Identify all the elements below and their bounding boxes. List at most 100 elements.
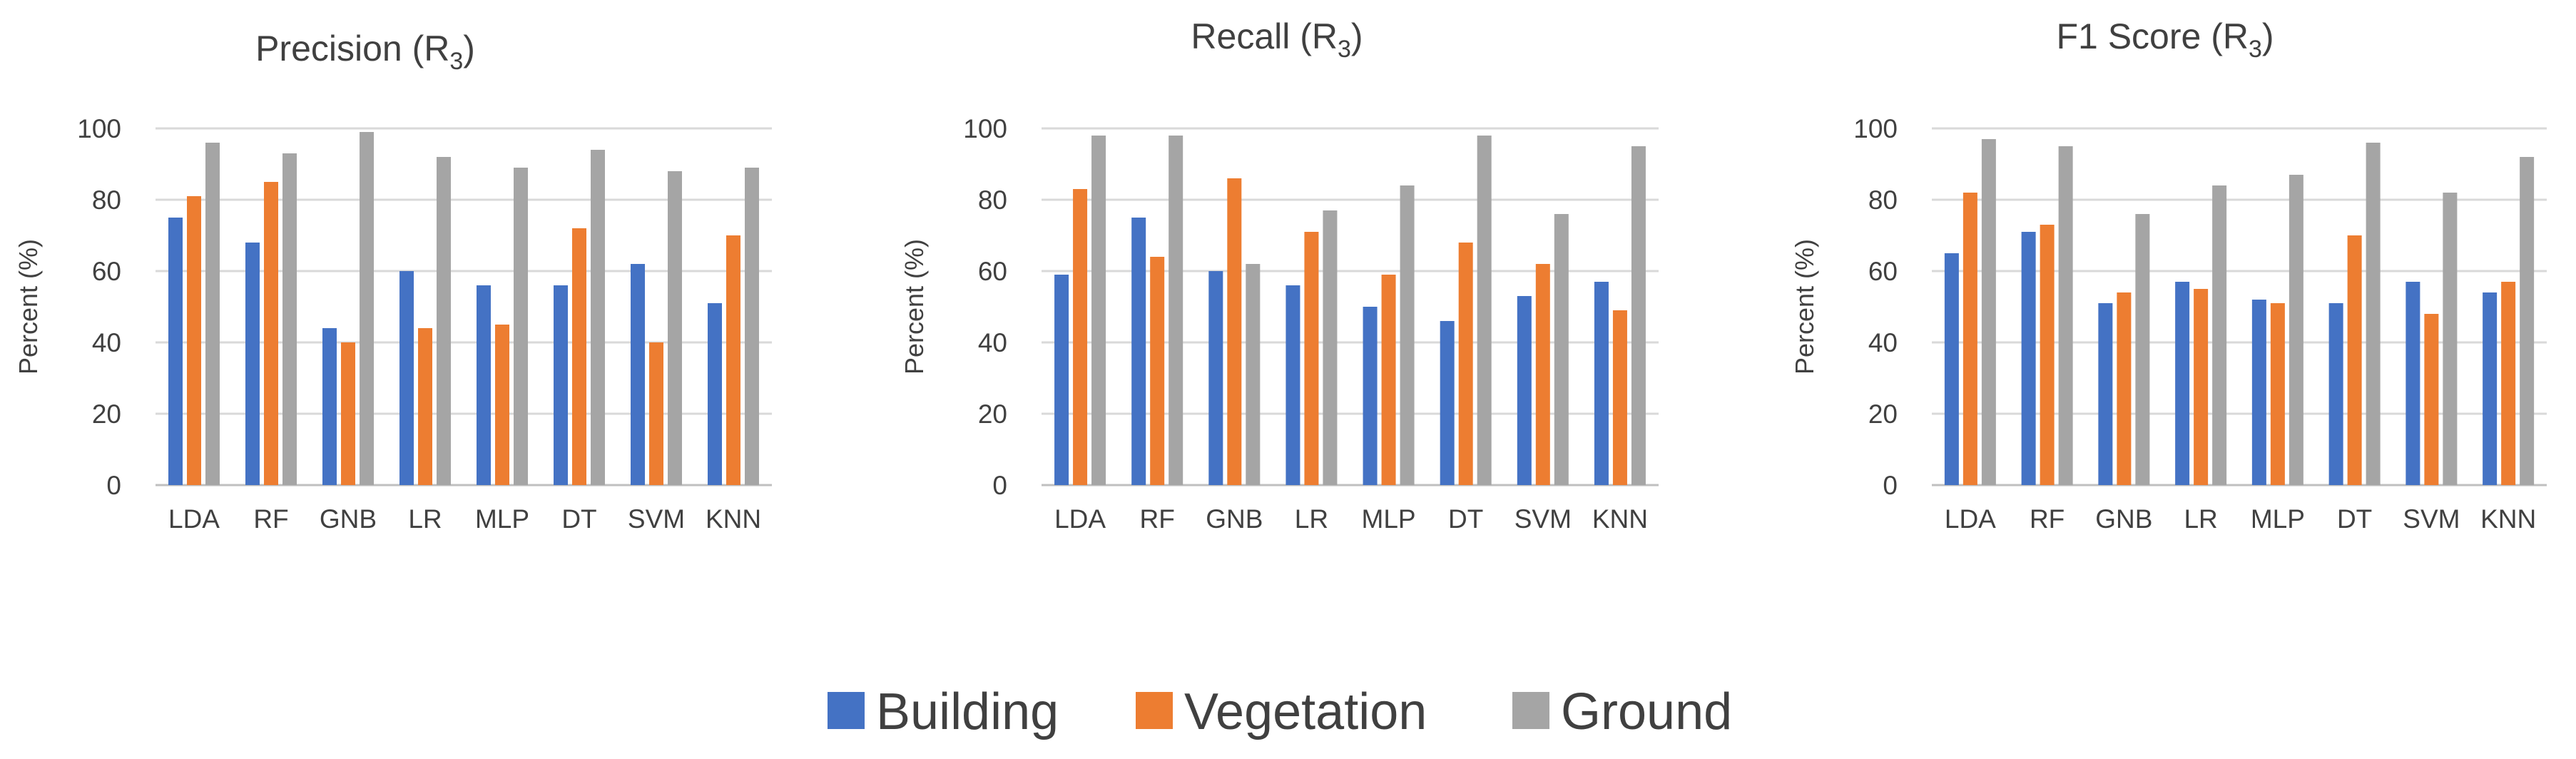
recall-bar-mlp-building	[1363, 307, 1378, 485]
f1-score-bar-svm-building	[2406, 282, 2420, 485]
f1-score-bar-dt-ground	[2366, 143, 2381, 485]
f1-score-bar-svm-ground	[2443, 193, 2458, 485]
f1-score-y-tick-label: 0	[1883, 471, 1898, 500]
f1-score-bar-rf-ground	[2058, 146, 2073, 485]
precision-bar-svm-ground	[668, 171, 682, 485]
recall-bar-gnb-vegetation	[1227, 178, 1242, 485]
precision-bar-knn-ground	[745, 168, 759, 485]
f1-score-bar-dt-building	[2328, 303, 2343, 485]
recall-bar-gnb-ground	[1246, 264, 1261, 485]
recall-x-tick-label: LDA	[1054, 504, 1106, 534]
precision-x-tick-label: LR	[408, 504, 442, 534]
f1-score-x-tick-label: RF	[2030, 504, 2065, 534]
precision-title: Precision (R3)	[255, 29, 475, 75]
precision-bar-rf-vegetation	[264, 182, 278, 485]
precision-bar-gnb-building	[322, 328, 337, 485]
precision-chart: Precision (R3) Percent (%) 0 20 40 60 80 100 LDA…	[14, 29, 772, 534]
f1-score-bar-lda-ground	[1981, 139, 1996, 485]
recall-bar-knn-ground	[1631, 146, 1646, 485]
f1-score-bar-lr-vegetation	[2194, 289, 2209, 485]
recall-bar-svm-building	[1517, 296, 1532, 485]
recall-x-tick-label: GNB	[1206, 504, 1263, 534]
precision-bar-knn-building	[708, 303, 722, 485]
precision-bar-lr-vegetation	[418, 328, 432, 485]
f1-score-y-tick-label: 100	[1853, 114, 1898, 143]
precision-x-tick-label: LDA	[168, 504, 220, 534]
legend-label-building: Building	[876, 683, 1059, 740]
f1-score-x-tick-label: MLP	[2251, 504, 2305, 534]
recall-bar-lr-vegetation	[1304, 232, 1319, 485]
recall-x-tick-label: RF	[1140, 504, 1175, 534]
precision-bar-svm-building	[631, 264, 645, 485]
recall-bar-dt-vegetation	[1458, 243, 1473, 485]
precision-x-tick-label: DT	[561, 504, 596, 534]
f1-score-bar-lda-building	[1944, 253, 1959, 485]
f1-score-x-tick-label: DT	[2337, 504, 2372, 534]
recall-bar-mlp-ground	[1400, 185, 1415, 485]
precision-y-tick-label: 60	[92, 257, 121, 286]
precision-y-tick-label: 40	[92, 328, 121, 357]
recall-bar-mlp-vegetation	[1381, 275, 1396, 485]
precision-bar-gnb-vegetation	[341, 342, 355, 485]
precision-y-tick-label: 100	[77, 114, 121, 143]
precision-bar-lda-vegetation	[187, 196, 201, 485]
f1-score-y-tick-label: 20	[1868, 399, 1898, 429]
recall-bar-rf-ground	[1169, 136, 1183, 485]
precision-y-axis-label: Percent (%)	[14, 239, 43, 375]
f1-score-y-axis-label: Percent (%)	[1790, 239, 1819, 375]
f1-score-y-tick-label: 40	[1868, 328, 1898, 357]
precision-bar-rf-building	[245, 243, 260, 485]
precision-bar-dt-building	[554, 285, 568, 485]
f1-score-bar-lr-building	[2175, 282, 2190, 485]
legend: Building Vegetation Ground	[828, 683, 1732, 740]
recall-y-tick-label: 0	[992, 471, 1007, 500]
f1-score-bar-rf-building	[2021, 232, 2036, 485]
f1-score-bar-knn-ground	[2520, 157, 2535, 485]
precision-bar-knn-vegetation	[726, 235, 740, 485]
recall-bar-knn-building	[1594, 282, 1609, 485]
f1-score-x-tick-label: GNB	[2095, 504, 2152, 534]
recall-y-tick-label: 20	[978, 399, 1007, 429]
recall-bar-dt-building	[1440, 321, 1455, 485]
legend-swatch-building	[828, 692, 865, 729]
precision-bar-mlp-vegetation	[495, 325, 509, 485]
recall-bar-knn-vegetation	[1612, 310, 1627, 485]
f1-score-chart: F1 Score (R3) Percent (%) 0 20 40 60 80 100 LDA R…	[1790, 16, 2547, 534]
recall-bar-svm-ground	[1554, 214, 1569, 485]
recall-bar-lr-building	[1286, 285, 1300, 485]
f1-score-bar-dt-vegetation	[2347, 235, 2362, 485]
recall-bar-gnb-building	[1208, 271, 1223, 485]
recall-bar-rf-vegetation	[1150, 257, 1165, 485]
precision-x-tick-label: GNB	[320, 504, 377, 534]
recall-chart: Recall (R3) Percent (%) 0 20 40 60 80 100 LDA RF G…	[900, 16, 1659, 534]
precision-bar-mlp-building	[477, 285, 491, 485]
precision-bar-mlp-ground	[514, 168, 528, 485]
f1-score-y-tick-label: 60	[1868, 257, 1898, 286]
recall-bar-rf-building	[1131, 218, 1146, 485]
precision-bar-rf-ground	[282, 153, 297, 485]
f1-score-bar-knn-building	[2483, 292, 2498, 485]
recall-bar-dt-ground	[1477, 136, 1492, 485]
legend-swatch-vegetation	[1136, 692, 1173, 729]
f1-score-bar-knn-vegetation	[2501, 282, 2516, 485]
recall-x-tick-label: DT	[1448, 504, 1483, 534]
precision-x-tick-label: RF	[253, 504, 288, 534]
recall-bar-lda-ground	[1091, 136, 1106, 485]
recall-x-tick-label: MLP	[1362, 504, 1416, 534]
f1-score-x-tick-label: LDA	[1945, 504, 1996, 534]
legend-label-ground: Ground	[1561, 683, 1732, 740]
recall-y-tick-label: 60	[978, 257, 1007, 286]
recall-bar-lda-vegetation	[1073, 189, 1088, 485]
recall-y-tick-label: 40	[978, 328, 1007, 357]
f1-score-y-tick-label: 80	[1868, 185, 1898, 215]
f1-score-bar-gnb-building	[2098, 303, 2113, 485]
f1-score-bar-gnb-vegetation	[2117, 292, 2132, 485]
recall-y-axis-label: Percent (%)	[900, 239, 929, 375]
f1-score-x-tick-label: KNN	[2480, 504, 2536, 534]
precision-bar-gnb-ground	[360, 132, 374, 485]
precision-bar-lr-ground	[437, 157, 451, 485]
recall-title: Recall (R3)	[1191, 16, 1363, 63]
recall-bar-svm-vegetation	[1535, 264, 1550, 485]
recall-x-tick-label: LR	[1295, 504, 1328, 534]
